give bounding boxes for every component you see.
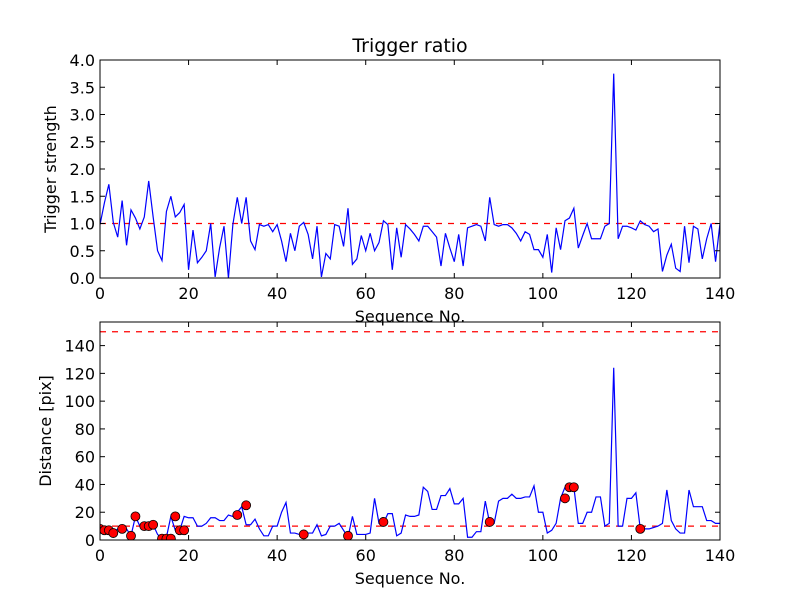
- x-tick-label: 60: [356, 284, 376, 303]
- x-tick-label: 80: [444, 546, 464, 565]
- data-point-marker: [148, 519, 159, 530]
- y-tick-label: 3.5: [70, 78, 95, 97]
- y-tick-label: 0.0: [70, 269, 95, 288]
- data-point-marker: [378, 517, 389, 527]
- y-tick-label: 2.5: [70, 133, 95, 152]
- data-point-marker: [170, 511, 181, 522]
- y-axis-label: Trigger strength: [41, 105, 60, 234]
- y-tick-label: 3.0: [70, 106, 95, 125]
- chart-title: Trigger ratio: [351, 35, 467, 57]
- x-axis-label: Sequence No.: [355, 569, 466, 588]
- y-tick-label: 140: [64, 337, 95, 356]
- x-tick-label: 140: [705, 284, 736, 303]
- x-tick-label: 0: [95, 546, 105, 565]
- data-point-marker: [232, 510, 243, 520]
- data-point-marker: [126, 530, 136, 540]
- x-tick-label: 100: [528, 284, 559, 303]
- x-tick-label: 20: [178, 546, 198, 565]
- x-tick-label: 40: [267, 284, 287, 303]
- y-tick-label: 0.5: [70, 242, 95, 261]
- y-tick-label: 1.5: [70, 187, 95, 206]
- x-axis-label: Sequence No.: [355, 307, 466, 326]
- data-point-marker: [165, 533, 176, 540]
- plot-frame: [99, 59, 721, 279]
- data-point-marker: [635, 523, 646, 534]
- y-tick-label: 120: [64, 364, 95, 383]
- data-point-marker: [241, 500, 252, 511]
- data-point-marker: [484, 517, 495, 527]
- series-line: [100, 367, 720, 540]
- y-tick-label: 40: [75, 475, 95, 494]
- data-point-marker: [108, 528, 119, 538]
- data-point-marker: [298, 529, 309, 540]
- plot-frame: [99, 321, 721, 541]
- series-line: [100, 73, 720, 278]
- x-tick-label: 0: [95, 284, 105, 303]
- data-point-marker: [130, 511, 141, 522]
- data-point-marker: [117, 523, 128, 534]
- y-tick-label: 20: [75, 503, 95, 522]
- data-point-marker: [343, 530, 353, 540]
- y-tick-label: 1.0: [70, 215, 95, 234]
- y-tick-label: 60: [75, 448, 95, 467]
- data-point-marker: [568, 482, 579, 493]
- x-tick-label: 60: [356, 546, 376, 565]
- x-tick-label: 120: [616, 546, 647, 565]
- y-tick-label: 80: [75, 420, 95, 439]
- x-tick-label: 120: [616, 284, 647, 303]
- y-tick-label: 2.0: [70, 160, 95, 179]
- y-tick-label: 0: [85, 531, 95, 550]
- x-tick-label: 80: [444, 284, 464, 303]
- y-tick-label: 100: [64, 392, 95, 411]
- data-point-marker: [560, 493, 570, 504]
- distance-plot: 0 20 40 60 80 100 120 140 0 20 40 60 80 100 120 140 Sequ…: [36, 321, 736, 588]
- y-axis-label: Distance [pix]: [36, 375, 55, 487]
- x-tick-label: 100: [528, 546, 559, 565]
- y-tick-label: 4.0: [70, 51, 95, 70]
- trigger-ratio-plot: 0 20 40 60 80 100 120 140 0.0 0.5 1.0 1.5 2.0 2.5 3.0 3…: [41, 35, 735, 326]
- x-tick-label: 20: [178, 284, 198, 303]
- data-point-marker: [179, 525, 190, 536]
- x-tick-label: 140: [705, 546, 736, 565]
- x-tick-label: 40: [267, 546, 287, 565]
